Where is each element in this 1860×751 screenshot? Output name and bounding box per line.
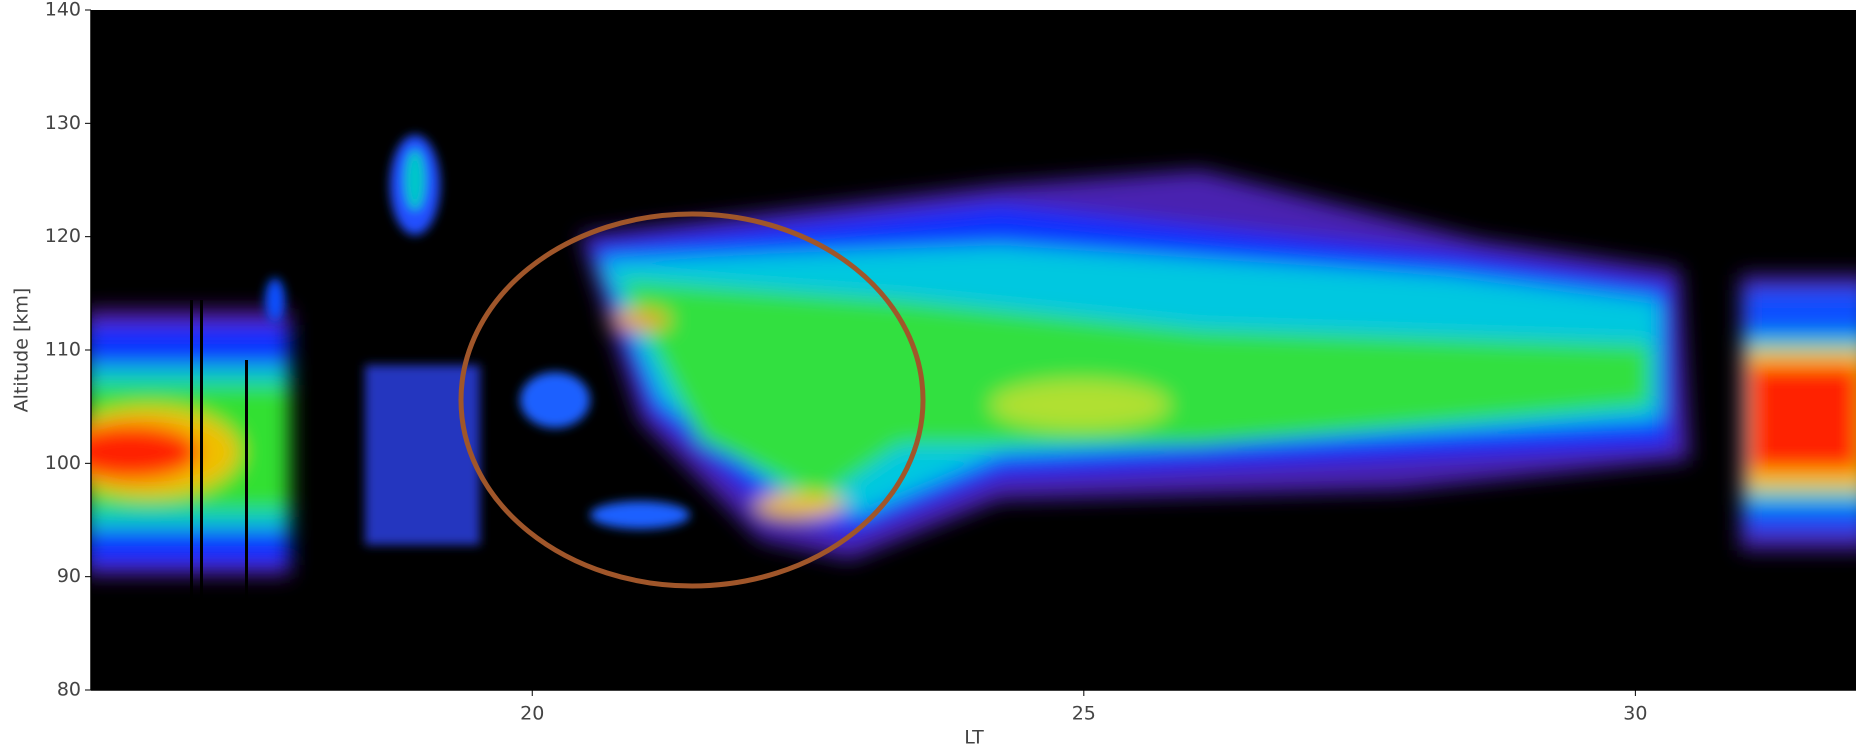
echo-region <box>60 310 290 575</box>
y-axis-label: Altitude [km] <box>11 288 33 413</box>
x-axis-label: LT <box>964 727 984 749</box>
gap <box>245 360 248 690</box>
y-tick-label: 90 <box>57 565 81 587</box>
x-tick-label: 20 <box>520 703 544 725</box>
y-tick-label: 100 <box>45 452 81 474</box>
gap <box>190 300 193 690</box>
echo-region <box>1740 275 1860 550</box>
gap <box>200 300 203 690</box>
y-tick-label: 130 <box>45 112 81 134</box>
x-tick-label: 25 <box>1072 703 1096 725</box>
x-tick-label: 30 <box>1623 703 1647 725</box>
y-tick-label: 110 <box>45 339 81 361</box>
page: {"chart_data": {"type": "heatmap", "xlab… <box>0 0 1860 751</box>
chart: LT Altitude [km] 80 90 100 110 120 130 140 20 25… <box>0 0 1860 751</box>
y-tick-label: 120 <box>45 225 81 247</box>
y-tick-label: 80 <box>57 679 81 701</box>
y-tick-label: 140 <box>45 0 81 21</box>
